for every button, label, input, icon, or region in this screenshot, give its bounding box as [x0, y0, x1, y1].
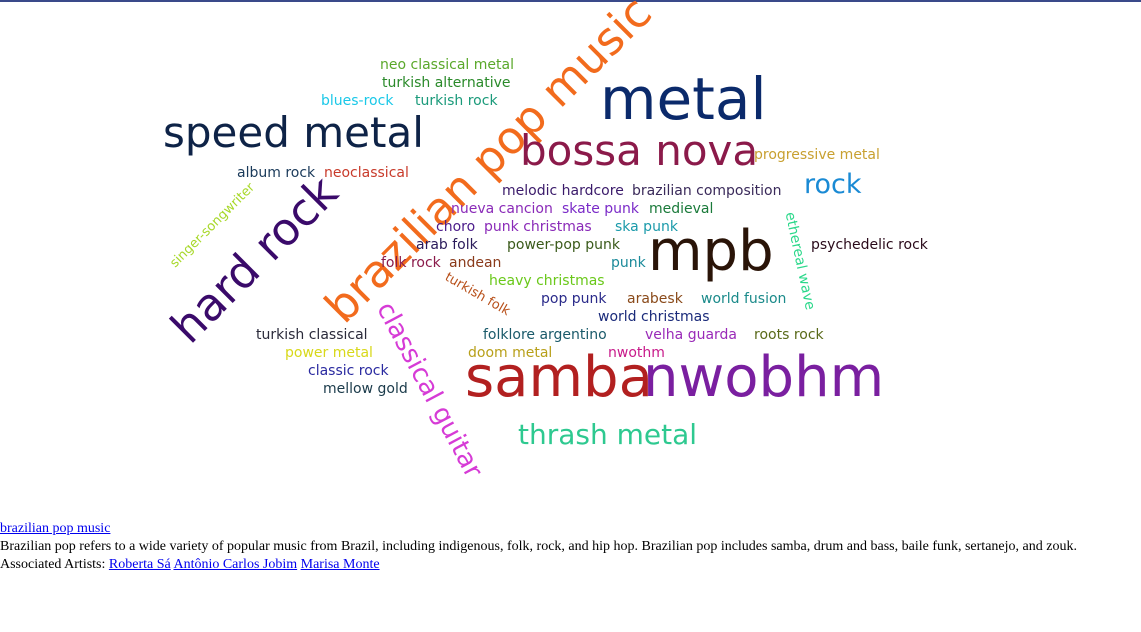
tag-metal[interactable]: metal [600, 65, 767, 133]
genre-link[interactable]: brazilian pop music [0, 521, 111, 536]
tag-punk-christmas[interactable]: punk christmas [484, 219, 592, 235]
tag-nueva-cancion[interactable]: nueva cancion [451, 201, 553, 217]
tag-velha-guarda[interactable]: velha guarda [645, 327, 738, 343]
tag-folk-rock[interactable]: folk rock [381, 255, 441, 271]
tag-neoclassical[interactable]: neoclassical [324, 165, 409, 181]
tag-arabesk[interactable]: arabesk [627, 291, 683, 307]
tag-psychedelic-rock[interactable]: psychedelic rock [811, 237, 928, 253]
tag-punk[interactable]: punk [611, 255, 646, 271]
tag-andean[interactable]: andean [449, 255, 502, 271]
tag-world-christmas[interactable]: world christmas [598, 309, 710, 325]
window-top-border [0, 0, 1141, 2]
tag-medieval[interactable]: medieval [649, 201, 714, 217]
tag-skate-punk[interactable]: skate punk [562, 201, 640, 217]
tag-heavy-christmas[interactable]: heavy christmas [489, 273, 605, 289]
tag-mellow-gold[interactable]: mellow gold [323, 381, 408, 397]
tag-nwothm[interactable]: nwothm [608, 345, 665, 361]
tag-ska-punk[interactable]: ska punk [615, 219, 678, 235]
genre-link-row: brazilian pop music [0, 520, 1120, 538]
genre-description: Brazilian pop refers to a wide variety o… [0, 539, 1077, 554]
tag-rock[interactable]: rock [804, 169, 862, 200]
tag-turkish-rock[interactable]: turkish rock [415, 93, 498, 109]
tag-folklore-argentino[interactable]: folklore argentino [483, 327, 607, 343]
tag-bossa-nova[interactable]: bossa nova [520, 126, 759, 175]
tag-hard-rock[interactable]: hard rock [160, 165, 349, 354]
associated-artists-row: Associated Artists: Roberta Sá Antônio C… [0, 556, 1120, 574]
tag-nwobhm[interactable]: nwobhm [643, 345, 885, 410]
tag-neo-classical-metal[interactable]: neo classical metal [380, 57, 514, 73]
tag-pop-punk[interactable]: pop punk [541, 291, 607, 307]
genre-detail-panel: brazilian pop music Brazilian pop refers… [0, 520, 1120, 574]
tag-world-fusion[interactable]: world fusion [701, 291, 787, 307]
artist-link[interactable]: Marisa Monte [300, 557, 380, 572]
tag-arab-folk[interactable]: arab folk [416, 237, 478, 253]
genre-tag-cloud: metal speed metal brazilian pop music bo… [160, 0, 928, 483]
tag-album-rock[interactable]: album rock [237, 165, 316, 181]
tag-choro[interactable]: choro [436, 219, 476, 235]
tag-mpb[interactable]: mpb [648, 219, 774, 284]
artist-link[interactable]: Antônio Carlos Jobim [173, 557, 298, 572]
tag-turkish-alternative[interactable]: turkish alternative [382, 75, 511, 91]
tag-doom-metal[interactable]: doom metal [468, 345, 553, 361]
tag-blues-rock[interactable]: blues-rock [321, 93, 394, 109]
tag-speed-metal[interactable]: speed metal [163, 108, 424, 157]
tag-power-metal[interactable]: power metal [285, 345, 373, 361]
tag-brazilian-composition[interactable]: brazilian composition [632, 183, 782, 199]
associated-artists-label: Associated Artists: [0, 557, 106, 572]
tag-progressive-metal[interactable]: progressive metal [754, 147, 880, 163]
tag-roots-rock[interactable]: roots rock [754, 327, 824, 343]
tag-turkish-classical[interactable]: turkish classical [256, 327, 368, 343]
artist-link[interactable]: Roberta Sá [108, 557, 171, 572]
tag-melodic-hardcore[interactable]: melodic hardcore [502, 183, 624, 199]
tag-thrash-metal[interactable]: thrash metal [518, 418, 698, 451]
tag-ethereal-wave[interactable]: ethereal wave [781, 210, 818, 312]
tag-classic-rock[interactable]: classic rock [308, 363, 389, 379]
tag-power-pop-punk[interactable]: power-pop punk [507, 237, 620, 253]
tag-samba[interactable]: samba [465, 345, 653, 410]
